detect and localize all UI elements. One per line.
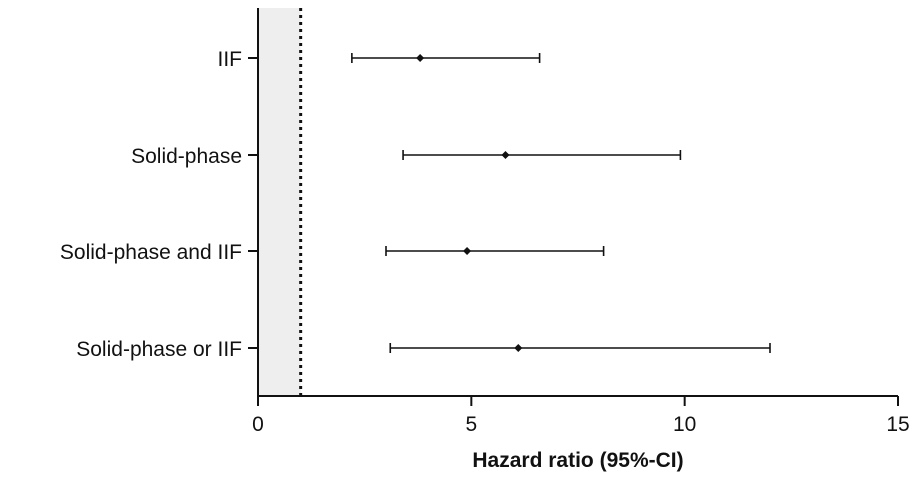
row-label: Solid-phase [131, 145, 242, 168]
point-estimate-marker [463, 247, 472, 255]
point-estimate-marker [501, 151, 510, 159]
forest-row: Solid-phase and IIF [60, 241, 605, 264]
point-estimate-marker [514, 344, 523, 352]
forest-rows: IIF Solid-phase Solid-phase and IIF Solid-p… [60, 48, 771, 361]
row-label: Solid-phase or IIF [76, 338, 242, 361]
x-tick-label: 5 [465, 413, 477, 436]
x-axis-ticks: 0 5 10 15 [252, 396, 910, 436]
row-label: IIF [218, 48, 243, 71]
forest-row: Solid-phase or IIF [76, 338, 771, 361]
point-estimate-marker [416, 54, 425, 62]
x-axis-title: Hazard ratio (95%-CI) [472, 449, 683, 472]
x-tick-label: 0 [252, 413, 264, 436]
row-label: Solid-phase and IIF [60, 241, 242, 264]
x-tick-label: 10 [673, 413, 696, 436]
null-region-shade [258, 8, 301, 396]
forest-row: Solid-phase [131, 145, 682, 168]
x-tick-label: 15 [886, 413, 909, 436]
forest-row: IIF [218, 48, 541, 71]
